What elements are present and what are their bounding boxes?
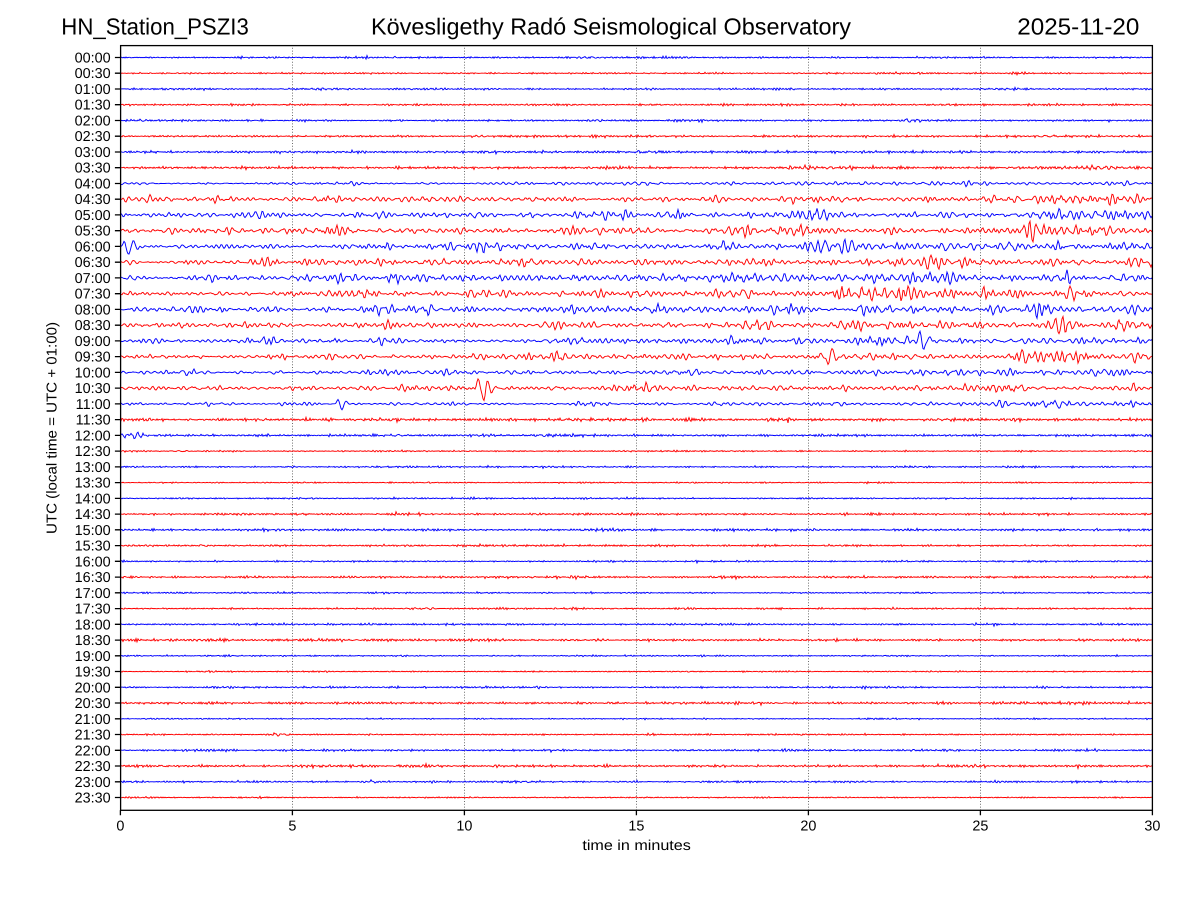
svg-text:10: 10 xyxy=(456,819,472,835)
svg-text:21:30: 21:30 xyxy=(75,728,111,744)
svg-text:23:00: 23:00 xyxy=(75,775,111,791)
svg-text:HN_Station_PSZI3: HN_Station_PSZI3 xyxy=(61,13,249,39)
svg-text:19:30: 19:30 xyxy=(75,665,111,681)
svg-text:16:00: 16:00 xyxy=(75,554,111,570)
svg-text:25: 25 xyxy=(972,819,988,835)
svg-text:09:00: 09:00 xyxy=(75,334,111,350)
svg-text:17:30: 17:30 xyxy=(75,602,111,618)
svg-text:02:30: 02:30 xyxy=(75,129,111,145)
svg-text:5: 5 xyxy=(288,819,296,835)
svg-text:04:30: 04:30 xyxy=(75,192,111,208)
svg-text:19:00: 19:00 xyxy=(75,649,111,665)
svg-text:07:00: 07:00 xyxy=(75,271,111,287)
svg-text:18:30: 18:30 xyxy=(75,633,111,649)
svg-text:12:00: 12:00 xyxy=(75,428,111,444)
svg-text:02:00: 02:00 xyxy=(75,114,111,130)
svg-text:01:30: 01:30 xyxy=(75,98,111,114)
svg-text:20: 20 xyxy=(800,819,816,835)
svg-text:21:00: 21:00 xyxy=(75,712,111,728)
svg-text:10:00: 10:00 xyxy=(75,365,111,381)
svg-text:20:30: 20:30 xyxy=(75,696,111,712)
svg-text:10:30: 10:30 xyxy=(75,381,111,397)
svg-text:03:30: 03:30 xyxy=(75,161,111,177)
svg-text:08:30: 08:30 xyxy=(75,318,111,334)
svg-text:03:00: 03:00 xyxy=(75,145,111,161)
svg-text:08:00: 08:00 xyxy=(75,302,111,318)
svg-text:11:30: 11:30 xyxy=(76,413,111,429)
svg-text:17:00: 17:00 xyxy=(75,586,111,602)
svg-text:23:30: 23:30 xyxy=(75,791,111,807)
svg-text:UTC (local time = UTC + 01:00): UTC (local time = UTC + 01:00) xyxy=(45,322,61,534)
svg-text:0: 0 xyxy=(116,819,124,835)
svg-text:13:00: 13:00 xyxy=(75,460,111,476)
svg-text:00:00: 00:00 xyxy=(75,51,111,67)
svg-text:05:30: 05:30 xyxy=(75,224,111,240)
svg-text:09:30: 09:30 xyxy=(75,350,111,366)
svg-text:12:30: 12:30 xyxy=(75,444,111,460)
svg-text:00:30: 00:30 xyxy=(75,66,111,82)
svg-text:2025-11-20: 2025-11-20 xyxy=(1017,13,1139,39)
svg-text:22:00: 22:00 xyxy=(75,743,111,759)
svg-text:05:00: 05:00 xyxy=(75,208,111,224)
svg-text:06:30: 06:30 xyxy=(75,255,111,271)
svg-text:16:30: 16:30 xyxy=(75,570,111,586)
svg-text:15: 15 xyxy=(628,819,644,835)
svg-text:30: 30 xyxy=(1144,819,1160,835)
svg-text:01:00: 01:00 xyxy=(75,82,111,98)
svg-text:22:30: 22:30 xyxy=(75,759,111,775)
svg-text:15:30: 15:30 xyxy=(75,539,111,555)
svg-text:Kövesligethy Radó Seismologica: Kövesligethy Radó Seismological Observat… xyxy=(371,13,851,39)
svg-text:04:00: 04:00 xyxy=(75,177,111,193)
svg-text:07:30: 07:30 xyxy=(75,287,111,303)
svg-text:18:00: 18:00 xyxy=(75,617,111,633)
svg-text:time in minutes: time in minutes xyxy=(582,838,691,854)
svg-text:14:30: 14:30 xyxy=(75,507,111,523)
svg-text:15:00: 15:00 xyxy=(75,523,111,539)
svg-text:14:00: 14:00 xyxy=(75,491,111,507)
svg-text:13:30: 13:30 xyxy=(75,476,111,492)
svg-text:06:00: 06:00 xyxy=(75,239,111,255)
svg-text:20:00: 20:00 xyxy=(75,680,111,696)
svg-text:11:00: 11:00 xyxy=(76,397,111,413)
